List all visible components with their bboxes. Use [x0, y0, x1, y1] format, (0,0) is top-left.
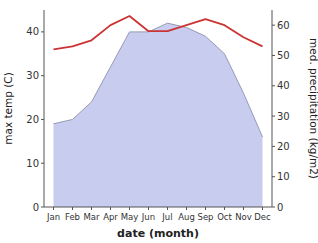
y2-tick-label: 30 [277, 111, 290, 122]
x-tick-label: Oct [217, 212, 232, 222]
line [54, 16, 263, 49]
x-tick-label: Feb [65, 212, 80, 222]
y-tick [41, 119, 44, 120]
x-tick [53, 207, 54, 210]
x-tick [205, 207, 206, 210]
y2-tick-label: 50 [277, 50, 290, 61]
y2-tick [272, 207, 275, 208]
y-axis-line [44, 10, 45, 207]
y-tick [41, 75, 44, 76]
y2-tick [272, 85, 275, 86]
y2-tick [272, 176, 275, 177]
x-tick-label: May [121, 212, 139, 222]
chart: 0 10 20 30 40 0 10 20 30 40 50 60 Jan FebMarAprMayJun… [0, 0, 318, 243]
x-tick-label: Jul [161, 212, 172, 222]
y-tick-label: 20 [26, 114, 39, 125]
x-tick [72, 207, 73, 210]
y2-tick [272, 116, 275, 117]
x-tick-label: Jun [141, 212, 155, 222]
x-tick-label: Sep [197, 212, 213, 222]
y-tick-label: 30 [26, 70, 39, 81]
x-tick [224, 207, 225, 210]
y2-tick-label: 0 [277, 202, 283, 213]
area-line [54, 23, 263, 137]
x-tick-label: Nov [235, 212, 252, 222]
x-tick [148, 207, 149, 210]
y2-tick-label: 40 [277, 80, 290, 91]
x-tick [91, 207, 92, 210]
y-tick-label: 0 [33, 202, 39, 213]
y-tick-label: 40 [26, 26, 39, 37]
x-tick [243, 207, 244, 210]
y2-tick-label: 20 [277, 141, 290, 152]
y-tick [41, 207, 44, 208]
x-tick [129, 207, 130, 210]
plot-area [54, 16, 263, 207]
y-tick-label: 10 [26, 158, 39, 169]
y-tick [41, 31, 44, 32]
x-tick-label: Mar [83, 212, 100, 222]
x-tick-label: Aug [178, 212, 195, 222]
area-fill [54, 23, 263, 207]
x-axis-label: date (month) [117, 227, 199, 240]
y-tick [41, 163, 44, 164]
y2-tick-label: 60 [277, 20, 290, 31]
y2-tick [272, 146, 275, 147]
y2-tick [272, 55, 275, 56]
y2-tick [272, 25, 275, 26]
y2-axis-line [272, 10, 273, 207]
x-tick [262, 207, 263, 210]
y2-axis-label: med. precipitation (kg/m2) [308, 38, 318, 179]
x-tick [110, 207, 111, 210]
x-tick [186, 207, 187, 210]
x-tick-label: Apr [103, 212, 118, 222]
x-tick-label: Dec [254, 212, 271, 222]
x-tick-label: Jan [46, 212, 60, 222]
x-tick [167, 207, 168, 210]
x-axis-line [44, 207, 272, 208]
y-axis-label: max temp (C) [2, 72, 14, 145]
y2-tick-label: 10 [277, 171, 290, 182]
